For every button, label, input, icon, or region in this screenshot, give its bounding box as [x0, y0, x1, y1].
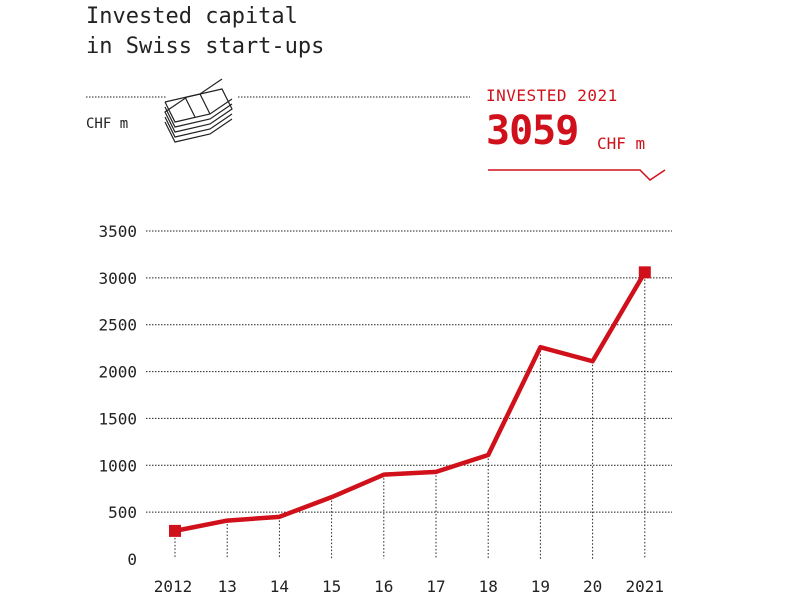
x-tick-label: 19 [531, 577, 550, 596]
x-tick-label: 20 [583, 577, 602, 596]
data-point-marker [638, 266, 651, 279]
y-tick-label: 2500 [98, 316, 137, 335]
x-tick-label: 2021 [626, 577, 665, 596]
highlight-unit: CHF m [597, 134, 646, 153]
y-tick-label: 2000 [98, 363, 137, 382]
x-tick-label: 16 [374, 577, 393, 596]
y-tick-label: 3000 [98, 269, 137, 288]
x-tick-label: 18 [479, 577, 498, 596]
highlight-label: INVESTED 2021 [486, 86, 618, 105]
x-tick-label: 14 [270, 577, 289, 596]
y-tick-label: 1000 [98, 456, 137, 475]
x-tick-label: 2012 [154, 577, 193, 596]
x-tick-label: 13 [218, 577, 237, 596]
data-point-marker [169, 524, 181, 537]
y-tick-label: 500 [108, 503, 137, 522]
chart-title: Invested capital in Swiss start-ups [86, 4, 325, 59]
series-line [174, 271, 647, 534]
y-tick-label: 3500 [98, 222, 137, 241]
highlight-value: 3059 [486, 108, 579, 154]
money-stack-icon [164, 78, 233, 143]
x-tick-label: 15 [322, 577, 341, 596]
highlight-pointer [488, 169, 666, 181]
x-tick-label: 17 [426, 577, 445, 596]
y-tick-label: 1500 [98, 409, 137, 428]
y-tick-label: 0 [127, 550, 137, 569]
y-axis-unit: CHF m [86, 116, 129, 132]
